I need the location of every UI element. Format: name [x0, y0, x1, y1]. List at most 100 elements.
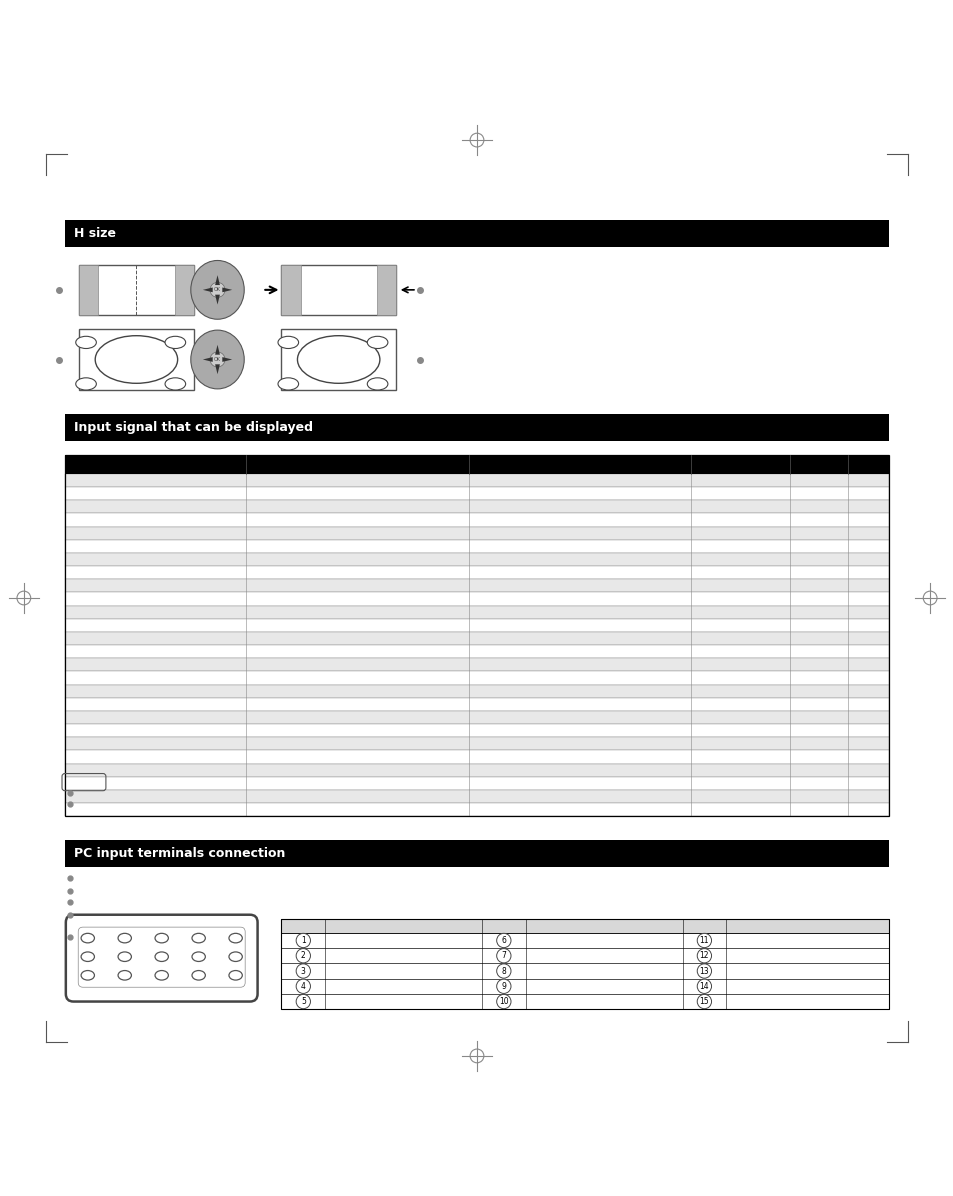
Bar: [65, 454, 888, 474]
Circle shape: [697, 980, 711, 994]
Circle shape: [295, 994, 310, 1008]
Text: 12: 12: [699, 951, 708, 960]
Bar: [65, 697, 888, 710]
Ellipse shape: [277, 378, 298, 390]
Circle shape: [497, 994, 511, 1008]
Bar: [281, 266, 300, 315]
Polygon shape: [222, 287, 232, 292]
Polygon shape: [214, 294, 220, 305]
Text: 9: 9: [501, 982, 506, 990]
Text: 7: 7: [501, 951, 506, 960]
Ellipse shape: [297, 336, 379, 383]
Text: PC input terminals connection: PC input terminals connection: [74, 847, 286, 860]
Ellipse shape: [192, 952, 205, 962]
Circle shape: [497, 948, 511, 963]
Bar: [65, 526, 888, 539]
Ellipse shape: [165, 378, 186, 390]
Bar: [65, 631, 888, 645]
Ellipse shape: [191, 330, 244, 389]
Text: 15: 15: [699, 997, 708, 1006]
Text: 14: 14: [699, 982, 708, 990]
Ellipse shape: [277, 336, 298, 348]
Bar: [79, 266, 98, 315]
Bar: [65, 220, 888, 246]
Bar: [79, 266, 193, 315]
FancyBboxPatch shape: [66, 915, 257, 1001]
Bar: [65, 645, 888, 658]
Text: 2: 2: [300, 951, 305, 960]
Bar: [281, 920, 888, 1009]
Bar: [65, 566, 888, 579]
Bar: [281, 933, 888, 948]
Text: OK: OK: [213, 287, 221, 292]
Polygon shape: [214, 275, 220, 285]
Bar: [65, 684, 888, 697]
Circle shape: [295, 933, 310, 947]
Bar: [65, 710, 888, 724]
Circle shape: [697, 933, 711, 947]
Ellipse shape: [95, 336, 177, 383]
Circle shape: [295, 948, 310, 963]
Bar: [65, 513, 888, 526]
Bar: [65, 414, 888, 440]
Ellipse shape: [81, 970, 94, 980]
Text: 13: 13: [699, 966, 708, 976]
Bar: [65, 658, 888, 671]
Bar: [376, 266, 395, 315]
Bar: [65, 841, 888, 867]
Text: H size: H size: [74, 227, 116, 240]
Bar: [281, 994, 888, 1009]
Bar: [65, 618, 888, 631]
Text: Input signal that can be displayed: Input signal that can be displayed: [74, 421, 314, 434]
Ellipse shape: [165, 336, 186, 348]
Ellipse shape: [229, 970, 242, 980]
Bar: [65, 737, 888, 750]
Bar: [65, 539, 888, 553]
Circle shape: [497, 980, 511, 994]
Circle shape: [295, 980, 310, 994]
Bar: [65, 592, 888, 605]
Ellipse shape: [118, 933, 132, 942]
Ellipse shape: [81, 952, 94, 962]
Bar: [65, 803, 888, 817]
Text: 4: 4: [300, 982, 305, 990]
Text: 10: 10: [498, 997, 508, 1006]
Ellipse shape: [154, 933, 168, 942]
Text: 5: 5: [300, 997, 305, 1006]
Circle shape: [697, 994, 711, 1008]
Bar: [79, 329, 193, 390]
Bar: [281, 978, 888, 994]
Text: 11: 11: [699, 936, 708, 945]
Bar: [65, 474, 888, 487]
Bar: [174, 266, 193, 315]
Circle shape: [295, 964, 310, 978]
Bar: [65, 500, 888, 513]
Text: 3: 3: [300, 966, 305, 976]
Ellipse shape: [154, 970, 168, 980]
Ellipse shape: [75, 336, 96, 348]
Circle shape: [697, 948, 711, 963]
Circle shape: [210, 352, 225, 367]
Text: OK: OK: [213, 356, 221, 362]
Bar: [65, 789, 888, 803]
FancyBboxPatch shape: [78, 927, 245, 987]
Ellipse shape: [118, 952, 132, 962]
Bar: [65, 763, 888, 776]
Bar: [65, 605, 888, 618]
Ellipse shape: [75, 378, 96, 390]
Bar: [65, 579, 888, 592]
Bar: [281, 266, 395, 315]
Circle shape: [210, 282, 225, 298]
Ellipse shape: [154, 952, 168, 962]
Bar: [65, 776, 888, 789]
Bar: [65, 553, 888, 566]
Circle shape: [697, 964, 711, 978]
Bar: [65, 487, 888, 500]
Bar: [65, 724, 888, 737]
Ellipse shape: [81, 933, 94, 942]
Polygon shape: [214, 365, 220, 374]
Bar: [281, 948, 888, 964]
Bar: [65, 454, 888, 817]
Circle shape: [497, 933, 511, 947]
Text: 8: 8: [501, 966, 506, 976]
